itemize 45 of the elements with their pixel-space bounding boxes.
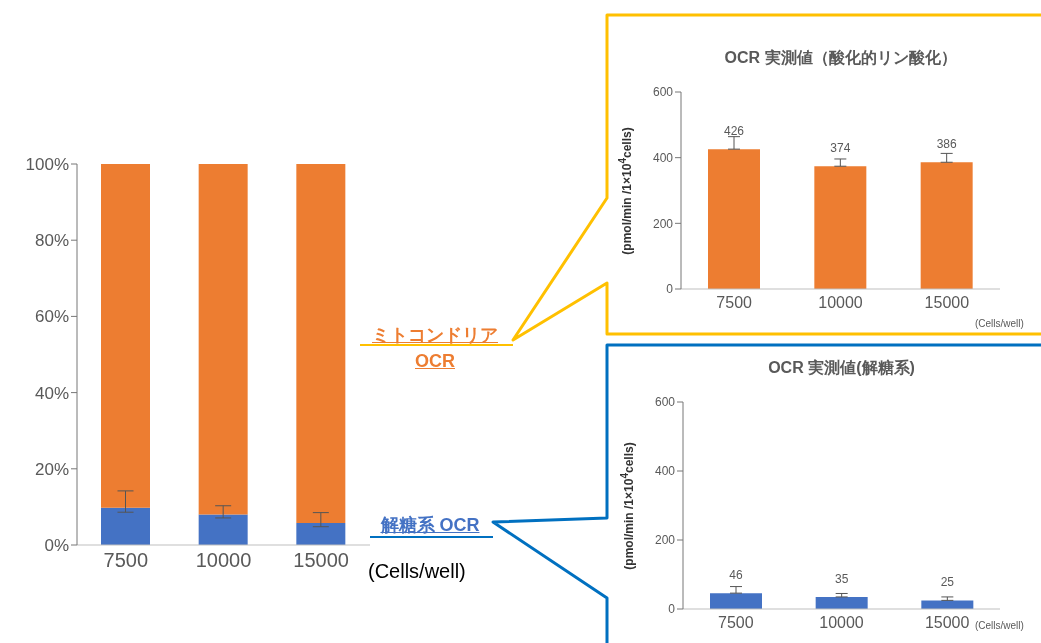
y-tick-label: 400 [652,150,674,165]
series-label: 解糖系 OCR [379,514,481,537]
bar [198,514,248,545]
bar [920,162,973,289]
x-tick-label: 15000 [924,614,970,632]
data-label: 426 [723,124,745,139]
y-tick-label: 600 [652,85,674,100]
x-tick-label: 15000 [924,294,970,312]
bar [708,149,760,289]
data-label: 25 [940,575,955,590]
bar [101,507,150,545]
y-tick-label: 0 [666,282,674,297]
x-tick-label: 7500 [716,294,753,312]
y-tick-label: 200 [654,533,676,548]
x-tick-label: 7500 [103,549,149,572]
y-tick-label: 60% [34,307,69,327]
y-tick-label: 0% [44,536,69,556]
chart-title: OCR 実測値(解糖系) [767,358,916,378]
y-tick-label: 80% [34,231,69,251]
bar [296,164,346,523]
x-tick-label: 10000 [819,614,864,632]
y-tick-label: 20% [34,459,69,479]
data-label: 46 [729,568,743,583]
chart-title: OCR 実測値（酸化的リン酸化） [723,48,958,68]
bar [198,164,248,515]
bar [296,522,346,545]
x-axis-title: (Cells/well) [975,318,1024,329]
bar [101,164,150,508]
y-tick-label: 40% [34,383,69,403]
data-label: 374 [830,141,851,156]
x-tick-label: 10000 [818,294,863,312]
y-tick-label: 600 [654,395,676,410]
data-label: 35 [834,571,849,586]
bar [814,166,867,289]
y-tick-label: 100% [25,155,69,175]
series-label: ミトコンドリア OCR [371,324,499,373]
x-tick-label: 15000 [293,549,349,572]
y-tick-label: 200 [652,216,674,231]
x-axis-title: (Cells/well) [975,620,1024,631]
x-axis-title: (Cells/well) [368,560,466,583]
x-tick-label: 7500 [718,614,754,632]
data-label: 386 [936,137,957,152]
y-tick-label: 0 [668,602,676,617]
y-tick-label: 400 [654,464,676,479]
x-tick-label: 10000 [195,549,252,572]
